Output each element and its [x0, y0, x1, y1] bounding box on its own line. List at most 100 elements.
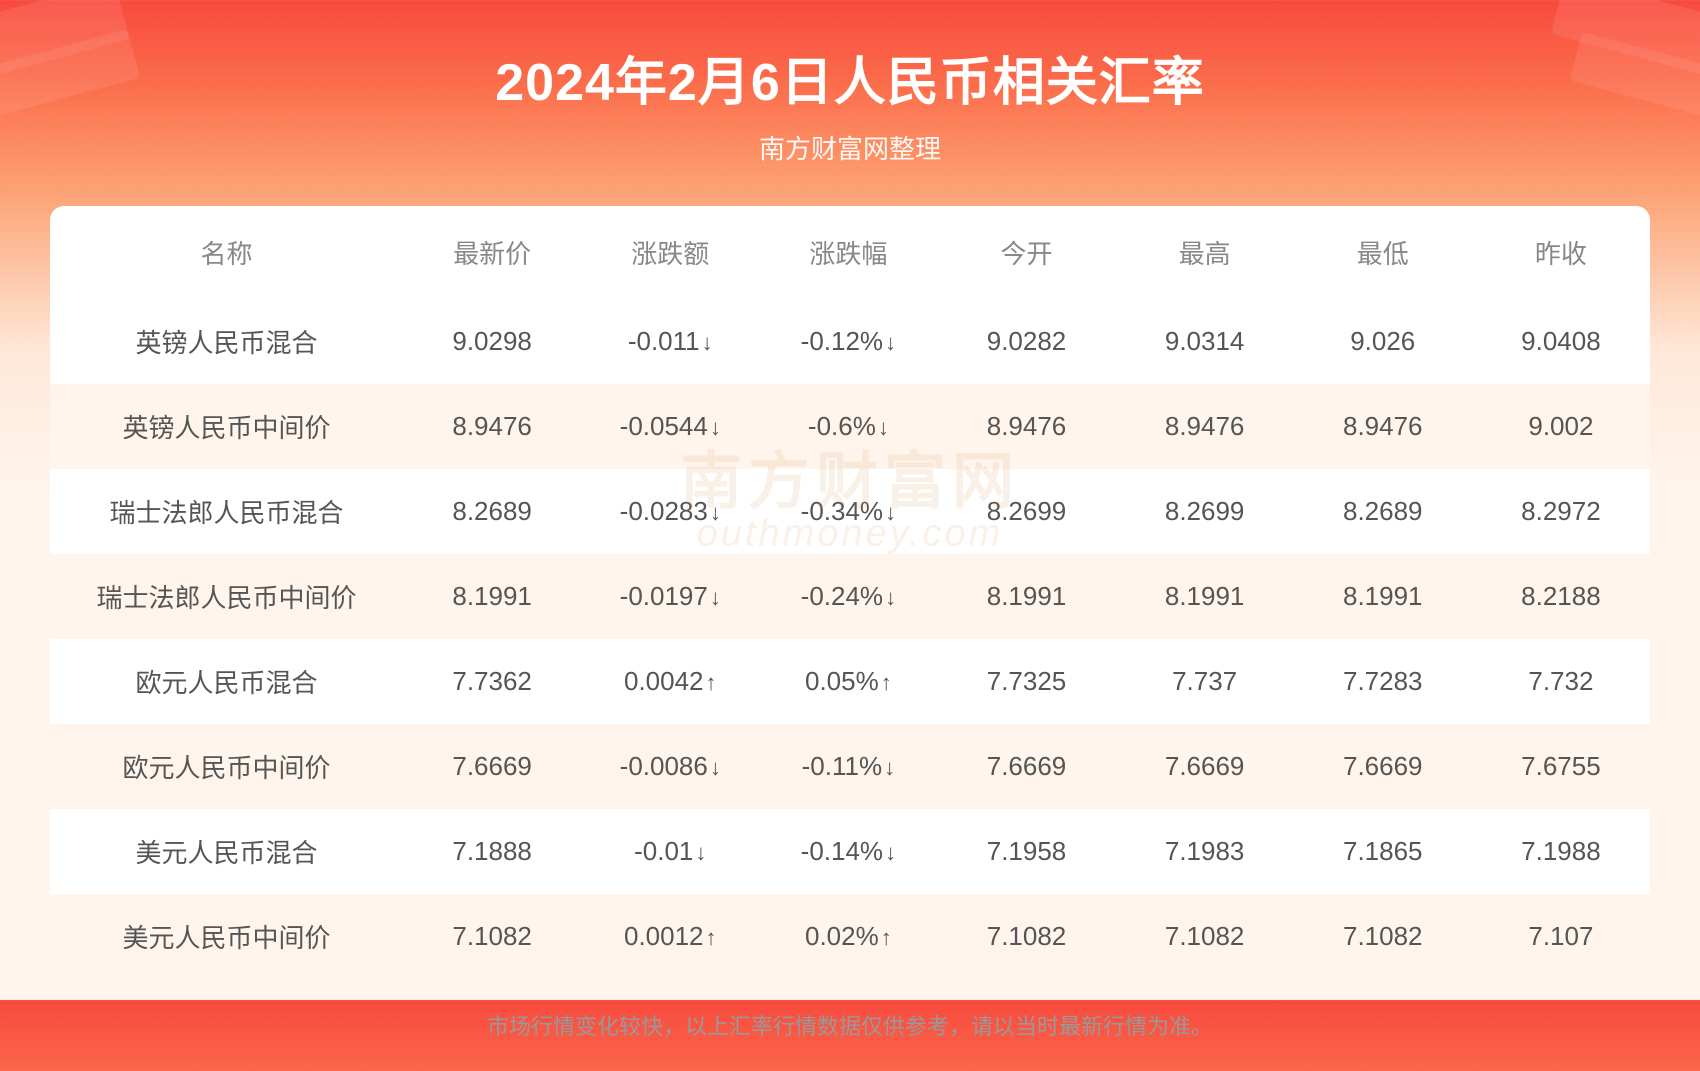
cell-name: 英镑人民币混合	[50, 299, 403, 384]
arrow-icon: ↓	[702, 330, 713, 355]
arrow-icon: ↓	[710, 755, 721, 780]
page-title: 2024年2月6日人民币相关汇率	[50, 40, 1650, 115]
arrow-icon: ↓	[885, 585, 896, 610]
cell-pct: -0.24%↓	[759, 554, 937, 639]
arrow-icon: ↑	[881, 925, 892, 950]
arrow-icon: ↓	[885, 840, 896, 865]
table-row: 瑞士法郎人民币中间价8.1991-0.0197↓-0.24%↓8.19918.1…	[50, 554, 1650, 639]
cell-pct: -0.34%↓	[759, 469, 937, 554]
table-row: 欧元人民币中间价7.6669-0.0086↓-0.11%↓7.66697.666…	[50, 724, 1650, 809]
arrow-icon: ↓	[710, 585, 721, 610]
cell-high: 7.1082	[1116, 894, 1294, 979]
cell-open: 8.1991	[937, 554, 1115, 639]
page-subtitle: 南方财富网整理	[50, 129, 1650, 166]
cell-prev: 8.2188	[1472, 554, 1650, 639]
cell-name: 美元人民币混合	[50, 809, 403, 894]
col-head-open: 今开	[937, 206, 1115, 299]
cell-last: 7.7362	[403, 639, 581, 724]
cell-low: 8.2689	[1294, 469, 1472, 554]
cell-last: 8.9476	[403, 384, 581, 469]
cell-pct: -0.11%↓	[759, 724, 937, 809]
cell-pct: 0.05%↑	[759, 639, 937, 724]
cell-pct: -0.12%↓	[759, 299, 937, 384]
table-row: 美元人民币中间价7.10820.0012↑0.02%↑7.10827.10827…	[50, 894, 1650, 979]
col-head-prev: 昨收	[1472, 206, 1650, 299]
cell-open: 7.6669	[937, 724, 1115, 809]
cell-prev: 7.732	[1472, 639, 1650, 724]
cell-chg: 0.0012↑	[581, 894, 759, 979]
table-body: 英镑人民币混合9.0298-0.011↓-0.12%↓9.02829.03149…	[50, 299, 1650, 979]
cell-high: 7.6669	[1116, 724, 1294, 809]
table-row: 英镑人民币中间价8.9476-0.0544↓-0.6%↓8.94768.9476…	[50, 384, 1650, 469]
cell-last: 8.1991	[403, 554, 581, 639]
cell-low: 9.026	[1294, 299, 1472, 384]
cell-low: 7.1865	[1294, 809, 1472, 894]
arrow-icon: ↓	[710, 500, 721, 525]
arrow-icon: ↑	[706, 670, 717, 695]
arrow-icon: ↑	[706, 925, 717, 950]
col-head-high: 最高	[1116, 206, 1294, 299]
col-head-last: 最新价	[403, 206, 581, 299]
rates-table: 名称 最新价 涨跌额 涨跌幅 今开 最高 最低 昨收 英镑人民币混合9.0298…	[50, 206, 1650, 979]
arrow-icon: ↓	[878, 415, 889, 440]
table-row: 美元人民币混合7.1888-0.01↓-0.14%↓7.19587.19837.…	[50, 809, 1650, 894]
cell-chg: 0.0042↑	[581, 639, 759, 724]
cell-prev: 7.6755	[1472, 724, 1650, 809]
cell-open: 7.1958	[937, 809, 1115, 894]
arrow-icon: ↓	[885, 500, 896, 525]
cell-open: 7.7325	[937, 639, 1115, 724]
col-head-name: 名称	[50, 206, 403, 299]
col-head-chg: 涨跌额	[581, 206, 759, 299]
table-row: 欧元人民币混合7.73620.0042↑0.05%↑7.73257.7377.7…	[50, 639, 1650, 724]
cell-name: 英镑人民币中间价	[50, 384, 403, 469]
cell-prev: 7.1988	[1472, 809, 1650, 894]
main-container: 2024年2月6日人民币相关汇率 南方财富网整理 南方财富网 outhmoney…	[0, 0, 1700, 1071]
table-header: 名称 最新价 涨跌额 涨跌幅 今开 最高 最低 昨收	[50, 206, 1650, 299]
cell-prev: 9.0408	[1472, 299, 1650, 384]
cell-low: 7.1082	[1294, 894, 1472, 979]
table-row: 瑞士法郎人民币混合8.2689-0.0283↓-0.34%↓8.26998.26…	[50, 469, 1650, 554]
cell-chg: -0.0283↓	[581, 469, 759, 554]
cell-open: 7.1082	[937, 894, 1115, 979]
cell-last: 9.0298	[403, 299, 581, 384]
cell-high: 8.2699	[1116, 469, 1294, 554]
arrow-icon: ↓	[695, 840, 706, 865]
cell-name: 瑞士法郎人民币中间价	[50, 554, 403, 639]
cell-prev: 7.107	[1472, 894, 1650, 979]
cell-high: 8.1991	[1116, 554, 1294, 639]
cell-name: 美元人民币中间价	[50, 894, 403, 979]
cell-pct: -0.14%↓	[759, 809, 937, 894]
cell-chg: -0.01↓	[581, 809, 759, 894]
cell-chg: -0.0086↓	[581, 724, 759, 809]
cell-low: 8.9476	[1294, 384, 1472, 469]
cell-low: 7.7283	[1294, 639, 1472, 724]
cell-last: 7.6669	[403, 724, 581, 809]
cell-low: 8.1991	[1294, 554, 1472, 639]
cell-high: 9.0314	[1116, 299, 1294, 384]
cell-high: 7.1983	[1116, 809, 1294, 894]
cell-open: 8.9476	[937, 384, 1115, 469]
arrow-icon: ↓	[884, 755, 895, 780]
cell-low: 7.6669	[1294, 724, 1472, 809]
cell-pct: -0.6%↓	[759, 384, 937, 469]
arrow-icon: ↓	[710, 415, 721, 440]
cell-pct: 0.02%↑	[759, 894, 937, 979]
cell-open: 9.0282	[937, 299, 1115, 384]
cell-name: 欧元人民币混合	[50, 639, 403, 724]
arrow-icon: ↓	[885, 330, 896, 355]
cell-last: 8.2689	[403, 469, 581, 554]
cell-chg: -0.011↓	[581, 299, 759, 384]
cell-name: 欧元人民币中间价	[50, 724, 403, 809]
col-head-pct: 涨跌幅	[759, 206, 937, 299]
cell-last: 7.1888	[403, 809, 581, 894]
cell-prev: 9.002	[1472, 384, 1650, 469]
cell-name: 瑞士法郎人民币混合	[50, 469, 403, 554]
col-head-low: 最低	[1294, 206, 1472, 299]
cell-chg: -0.0544↓	[581, 384, 759, 469]
cell-prev: 8.2972	[1472, 469, 1650, 554]
cell-chg: -0.0197↓	[581, 554, 759, 639]
arrow-icon: ↑	[881, 670, 892, 695]
cell-open: 8.2699	[937, 469, 1115, 554]
cell-high: 7.737	[1116, 639, 1294, 724]
table-row: 英镑人民币混合9.0298-0.011↓-0.12%↓9.02829.03149…	[50, 299, 1650, 384]
